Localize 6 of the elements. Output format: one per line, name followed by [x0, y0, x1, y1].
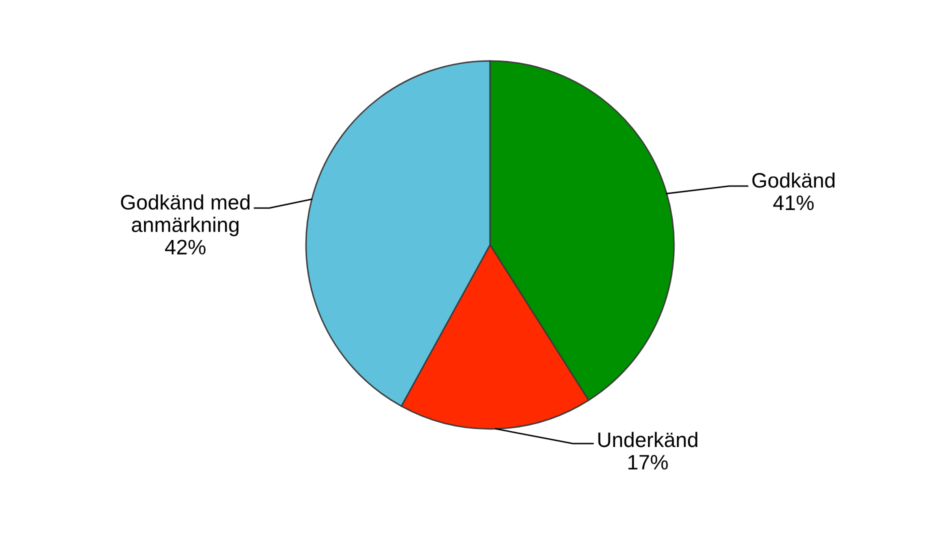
slice-label: Godkänd: [752, 172, 835, 188]
data-label: 42%: [165, 240, 206, 254]
slice-label: Godkänd med anmärkning: [121, 194, 250, 236]
data-label: 17%: [628, 454, 668, 470]
data-label: 41%: [773, 196, 814, 210]
slice-label: Underkänd: [598, 432, 698, 448]
